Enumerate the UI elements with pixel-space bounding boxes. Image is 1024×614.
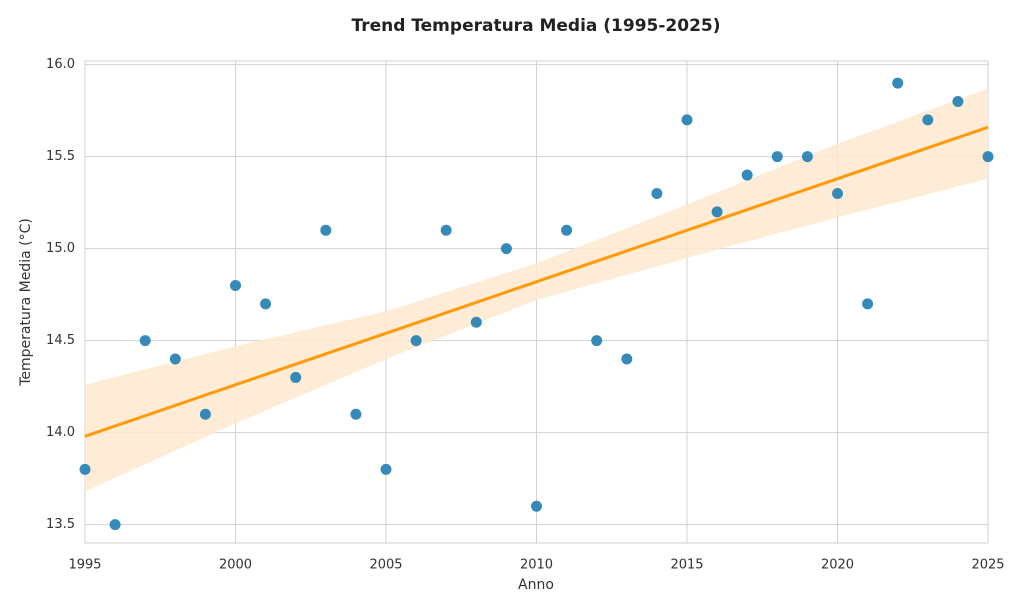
- data-point: [260, 298, 272, 310]
- data-point: [139, 335, 151, 347]
- data-point: [561, 224, 573, 236]
- y-axis-label: Temperatura Media (°C): [18, 218, 34, 387]
- data-point: [79, 463, 91, 475]
- x-axis-label: Anno: [518, 577, 554, 593]
- data-point: [109, 519, 121, 531]
- x-tick-label: 1995: [68, 558, 101, 573]
- data-point: [892, 77, 904, 89]
- data-point: [199, 408, 211, 420]
- data-point: [591, 335, 603, 347]
- data-point: [832, 187, 843, 199]
- data-point: [651, 187, 663, 199]
- data-point: [741, 169, 753, 181]
- data-point: [681, 114, 693, 126]
- data-point: [922, 114, 934, 126]
- x-tick-label: 2010: [520, 558, 553, 573]
- data-point: [410, 335, 422, 347]
- x-tick-label: 2015: [670, 558, 703, 573]
- data-point: [380, 463, 392, 475]
- data-point: [982, 151, 994, 163]
- data-point: [169, 353, 181, 365]
- y-tick-label: 14.5: [46, 333, 75, 348]
- data-point: [290, 371, 302, 383]
- data-point: [500, 243, 512, 255]
- data-point: [470, 316, 482, 328]
- data-point: [230, 279, 241, 291]
- y-tick-label: 15.5: [46, 149, 75, 164]
- x-tick-label: 2025: [971, 558, 1004, 573]
- data-point: [621, 353, 633, 365]
- trend-line: [84, 125, 989, 438]
- data-point: [350, 408, 362, 420]
- data-point: [711, 206, 723, 218]
- data-point: [531, 500, 542, 512]
- y-tick-label: 16.0: [46, 57, 75, 72]
- data-point: [771, 151, 783, 163]
- data-point: [440, 224, 452, 236]
- confidence-band: [85, 88, 988, 492]
- data-point: [801, 151, 813, 163]
- chart-title: Trend Temperatura Media (1995-2025): [351, 16, 720, 36]
- y-tick-label: 13.5: [46, 517, 75, 532]
- data-point: [862, 298, 874, 310]
- data-point: [952, 95, 964, 107]
- data-point: [320, 224, 332, 236]
- y-tick-label: 14.0: [46, 425, 75, 440]
- x-tick-label: 2020: [821, 558, 854, 573]
- x-tick-label: 2000: [219, 558, 252, 573]
- y-tick-label: 15.0: [46, 241, 75, 256]
- x-tick-label: 2005: [369, 558, 402, 573]
